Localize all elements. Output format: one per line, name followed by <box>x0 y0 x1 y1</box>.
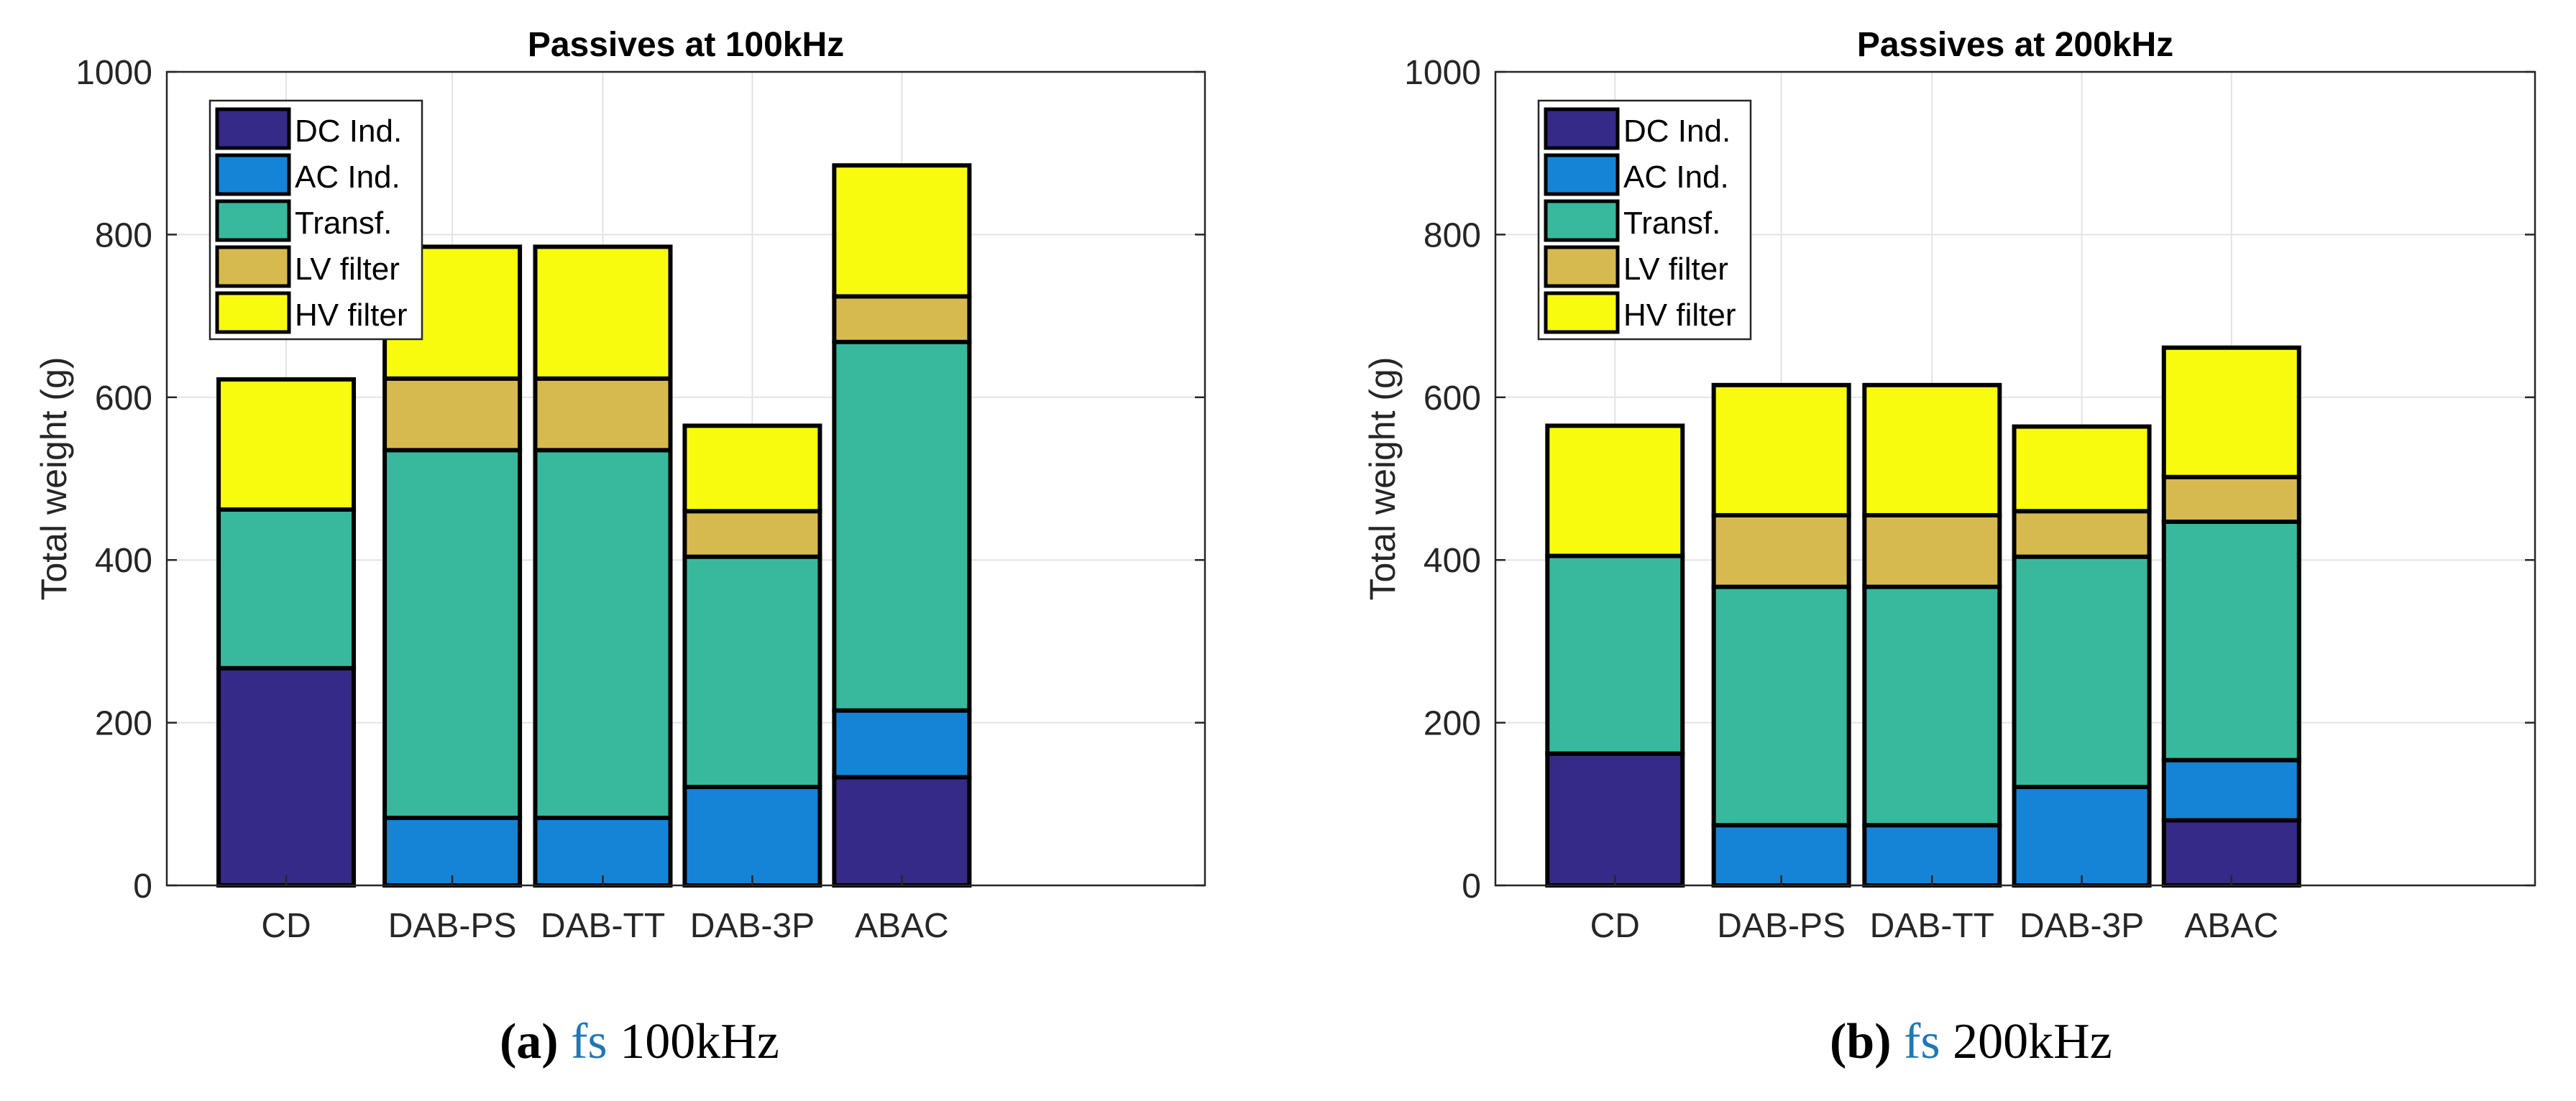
legend-label: DC Ind. <box>295 114 402 149</box>
bar-cd-transf <box>216 507 357 671</box>
y-tick-label: 0 <box>1462 867 1481 906</box>
x-tick-label: ABAC <box>2184 907 2278 945</box>
legend-swatch <box>1544 107 1620 150</box>
caption-a-text: 100kHz <box>620 1014 779 1069</box>
bar-dab-ps-lv-filter <box>1711 512 1851 589</box>
bar-abac-hv-filter <box>832 163 972 299</box>
y-tick-label: 200 <box>95 705 152 743</box>
legend-swatch <box>215 291 291 334</box>
y-tick-label: 1000 <box>1404 54 1481 92</box>
bar-cd-hv-filter <box>1545 423 1685 558</box>
bar-dab-ps-ac-ind <box>382 816 523 888</box>
caption-a-label: (a) <box>500 1014 559 1069</box>
y-axis-label: Total weight (g) <box>1362 356 1403 600</box>
bar-dab-ps-lv-filter <box>382 376 523 453</box>
x-tick-label: DAB-3P <box>2020 907 2144 945</box>
bar-cd-transf <box>1545 553 1685 756</box>
y-axis-label: Total weight (g) <box>34 356 74 600</box>
axes-box <box>165 70 1206 887</box>
bar-abac-dc-ind <box>2161 818 2301 888</box>
bar-dab-tt-hv-filter <box>1862 382 2002 517</box>
x-tick-label: DAB-PS <box>388 907 517 945</box>
x-tick-label: DAB-3P <box>690 907 815 945</box>
bar-cd-hv-filter <box>216 377 357 512</box>
y-tick-label: 800 <box>1424 216 1481 254</box>
bar-dab-ps-transf <box>382 448 523 821</box>
bar-dab-ps-hv-filter <box>1711 382 1851 517</box>
chart-panel-1: 0 200 400 600 800 1000 CD DAB-PS DAB-TT DAB-3P ABA… <box>34 26 1206 945</box>
y-tick-label: 400 <box>95 542 152 580</box>
x-tick-label: DAB-TT <box>541 907 665 945</box>
bar-abac-hv-filter <box>2161 345 2301 479</box>
bar-dab-tt-hv-filter <box>533 244 673 381</box>
bar-dab-tt-lv-filter <box>1862 512 2002 589</box>
legend-swatch <box>215 153 291 196</box>
bar-dab-3p-lv-filter <box>2012 509 2152 559</box>
bar-abac-transf <box>2161 519 2301 763</box>
bar-dab-3p-hv-filter <box>2012 424 2152 514</box>
legend-label: HV filter <box>1623 298 1736 333</box>
y-tick-label: 600 <box>1424 379 1481 418</box>
legend-label: DC Ind. <box>1623 114 1731 149</box>
legend-swatch <box>215 245 291 288</box>
caption-b-text: 200kHz <box>1953 1014 2112 1069</box>
bar-dab-3p-transf <box>2012 554 2152 790</box>
bar-dab-tt-ac-ind <box>533 816 673 888</box>
bar-dab-3p-lv-filter <box>682 509 822 559</box>
legend-label: HV filter <box>295 298 407 333</box>
legend-swatch <box>1544 291 1620 334</box>
bar-cd-dc-ind <box>1545 751 1685 888</box>
legend-label: LV filter <box>1623 252 1728 287</box>
chart-title: Passives at 100kHz <box>528 26 844 64</box>
bar-dab-3p-ac-ind <box>682 785 822 888</box>
bar-dab-3p-transf <box>682 554 822 790</box>
bar-abac-transf <box>832 339 972 713</box>
axes-box <box>1494 70 2536 887</box>
caption-a: (a) fs 100kHz <box>500 1013 779 1078</box>
legend-label: AC Ind. <box>295 160 400 195</box>
y-tick-label: 1000 <box>75 54 152 92</box>
caption-b: (b) fs 200kHz <box>1830 1013 2112 1078</box>
caption-b-link[interactable]: fs <box>1904 1014 1940 1069</box>
bar-dab-tt-transf <box>533 448 673 821</box>
chart-title: Passives at 200kHz <box>1857 26 2173 64</box>
legend-swatch <box>215 199 291 242</box>
x-tick-label: DAB-TT <box>1870 907 1994 945</box>
legend-swatch <box>1544 153 1620 196</box>
bar-dab-tt-transf <box>1862 584 2002 828</box>
bar-dab-ps-transf <box>1711 584 1851 828</box>
y-tick-label: 400 <box>1424 542 1481 580</box>
y-tick-label: 600 <box>95 379 152 418</box>
bar-abac-dc-ind <box>832 775 972 888</box>
bar-dab-3p-ac-ind <box>2012 785 2152 888</box>
y-tick-label: 800 <box>95 216 152 254</box>
caption-a-link[interactable]: fs <box>571 1014 608 1069</box>
x-tick-label: CD <box>1590 907 1640 945</box>
bar-abac-lv-filter <box>2161 474 2301 524</box>
legend: DC Ind. AC Ind. Transf. LV filter HV filter <box>208 99 423 341</box>
bar-dab-3p-hv-filter <box>682 423 822 514</box>
legend-label: AC Ind. <box>1623 160 1729 195</box>
bar-abac-lv-filter <box>832 294 972 344</box>
chart-panel-2: 0 200 400 600 800 1000 CD DAB-PS DAB-TT DAB-3P ABA… <box>1362 26 2536 945</box>
legend-swatch <box>215 107 291 150</box>
x-tick-label: DAB-PS <box>1717 907 1846 945</box>
legend-swatch <box>1544 199 1620 242</box>
bar-abac-ac-ind <box>832 708 972 780</box>
bar-cd-dc-ind <box>216 665 357 888</box>
y-tick-label: 0 <box>133 867 152 906</box>
legend-swatch <box>1544 245 1620 288</box>
bar-dab-tt-lv-filter <box>533 376 673 453</box>
legend-label: Transf. <box>295 206 392 241</box>
x-tick-label: ABAC <box>855 907 949 945</box>
caption-b-label: (b) <box>1830 1014 1892 1069</box>
legend: DC Ind. AC Ind. Transf. LV filter HV filter <box>1537 99 1752 341</box>
bar-abac-ac-ind <box>2161 757 2301 823</box>
legend-label: Transf. <box>1623 206 1720 241</box>
legend-label: LV filter <box>295 252 400 287</box>
y-tick-label: 200 <box>1424 705 1481 743</box>
x-tick-label: CD <box>261 907 311 945</box>
